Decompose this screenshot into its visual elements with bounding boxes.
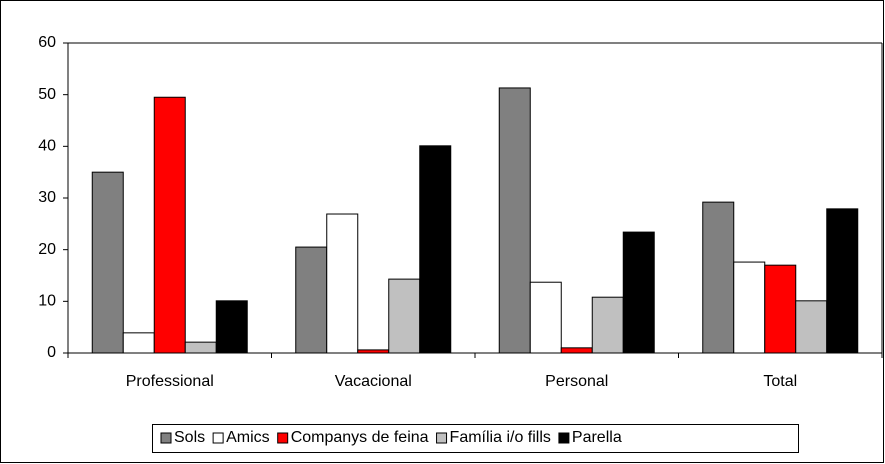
legend-label: Companys de feina bbox=[291, 429, 429, 446]
legend-box bbox=[152, 424, 799, 453]
legend-label: Família i/o fills bbox=[450, 429, 551, 446]
y-tick-label: 60 bbox=[38, 34, 56, 51]
y-tick-label: 40 bbox=[38, 138, 56, 155]
y-tick-label: 0 bbox=[47, 344, 56, 361]
bar bbox=[622, 231, 655, 354]
bar bbox=[702, 201, 735, 354]
bar bbox=[560, 347, 593, 354]
x-tick-label: Personal bbox=[545, 373, 608, 390]
x-tick-label: Professional bbox=[126, 373, 214, 390]
bar bbox=[326, 213, 359, 354]
bar bbox=[733, 261, 766, 354]
legend-swatch bbox=[160, 432, 172, 444]
bar bbox=[91, 171, 124, 354]
bar bbox=[419, 145, 452, 354]
bar bbox=[795, 300, 828, 354]
y-tick-label: 10 bbox=[38, 293, 56, 310]
x-tick-label: Total bbox=[763, 373, 797, 390]
legend-swatch bbox=[436, 432, 448, 444]
bar bbox=[826, 208, 859, 354]
bar bbox=[388, 278, 421, 354]
bar bbox=[498, 87, 531, 354]
bar bbox=[529, 281, 562, 354]
bar bbox=[591, 296, 624, 354]
y-tick-label: 50 bbox=[38, 86, 56, 103]
x-tick-label: Vacacional bbox=[335, 373, 412, 390]
legend-swatch bbox=[212, 432, 224, 444]
bar bbox=[184, 341, 217, 354]
bar bbox=[215, 300, 248, 354]
y-tick-label: 30 bbox=[38, 189, 56, 206]
bar bbox=[122, 332, 155, 354]
y-tick-label: 20 bbox=[38, 241, 56, 258]
legend-swatch bbox=[558, 432, 570, 444]
legend-label: Sols bbox=[174, 429, 205, 446]
legend-label: Parella bbox=[572, 429, 622, 446]
bar bbox=[153, 96, 186, 354]
legend-swatch bbox=[277, 432, 289, 444]
bar bbox=[357, 349, 390, 354]
legend-label: Amics bbox=[226, 429, 270, 446]
bar bbox=[764, 264, 797, 354]
bar bbox=[295, 246, 328, 354]
